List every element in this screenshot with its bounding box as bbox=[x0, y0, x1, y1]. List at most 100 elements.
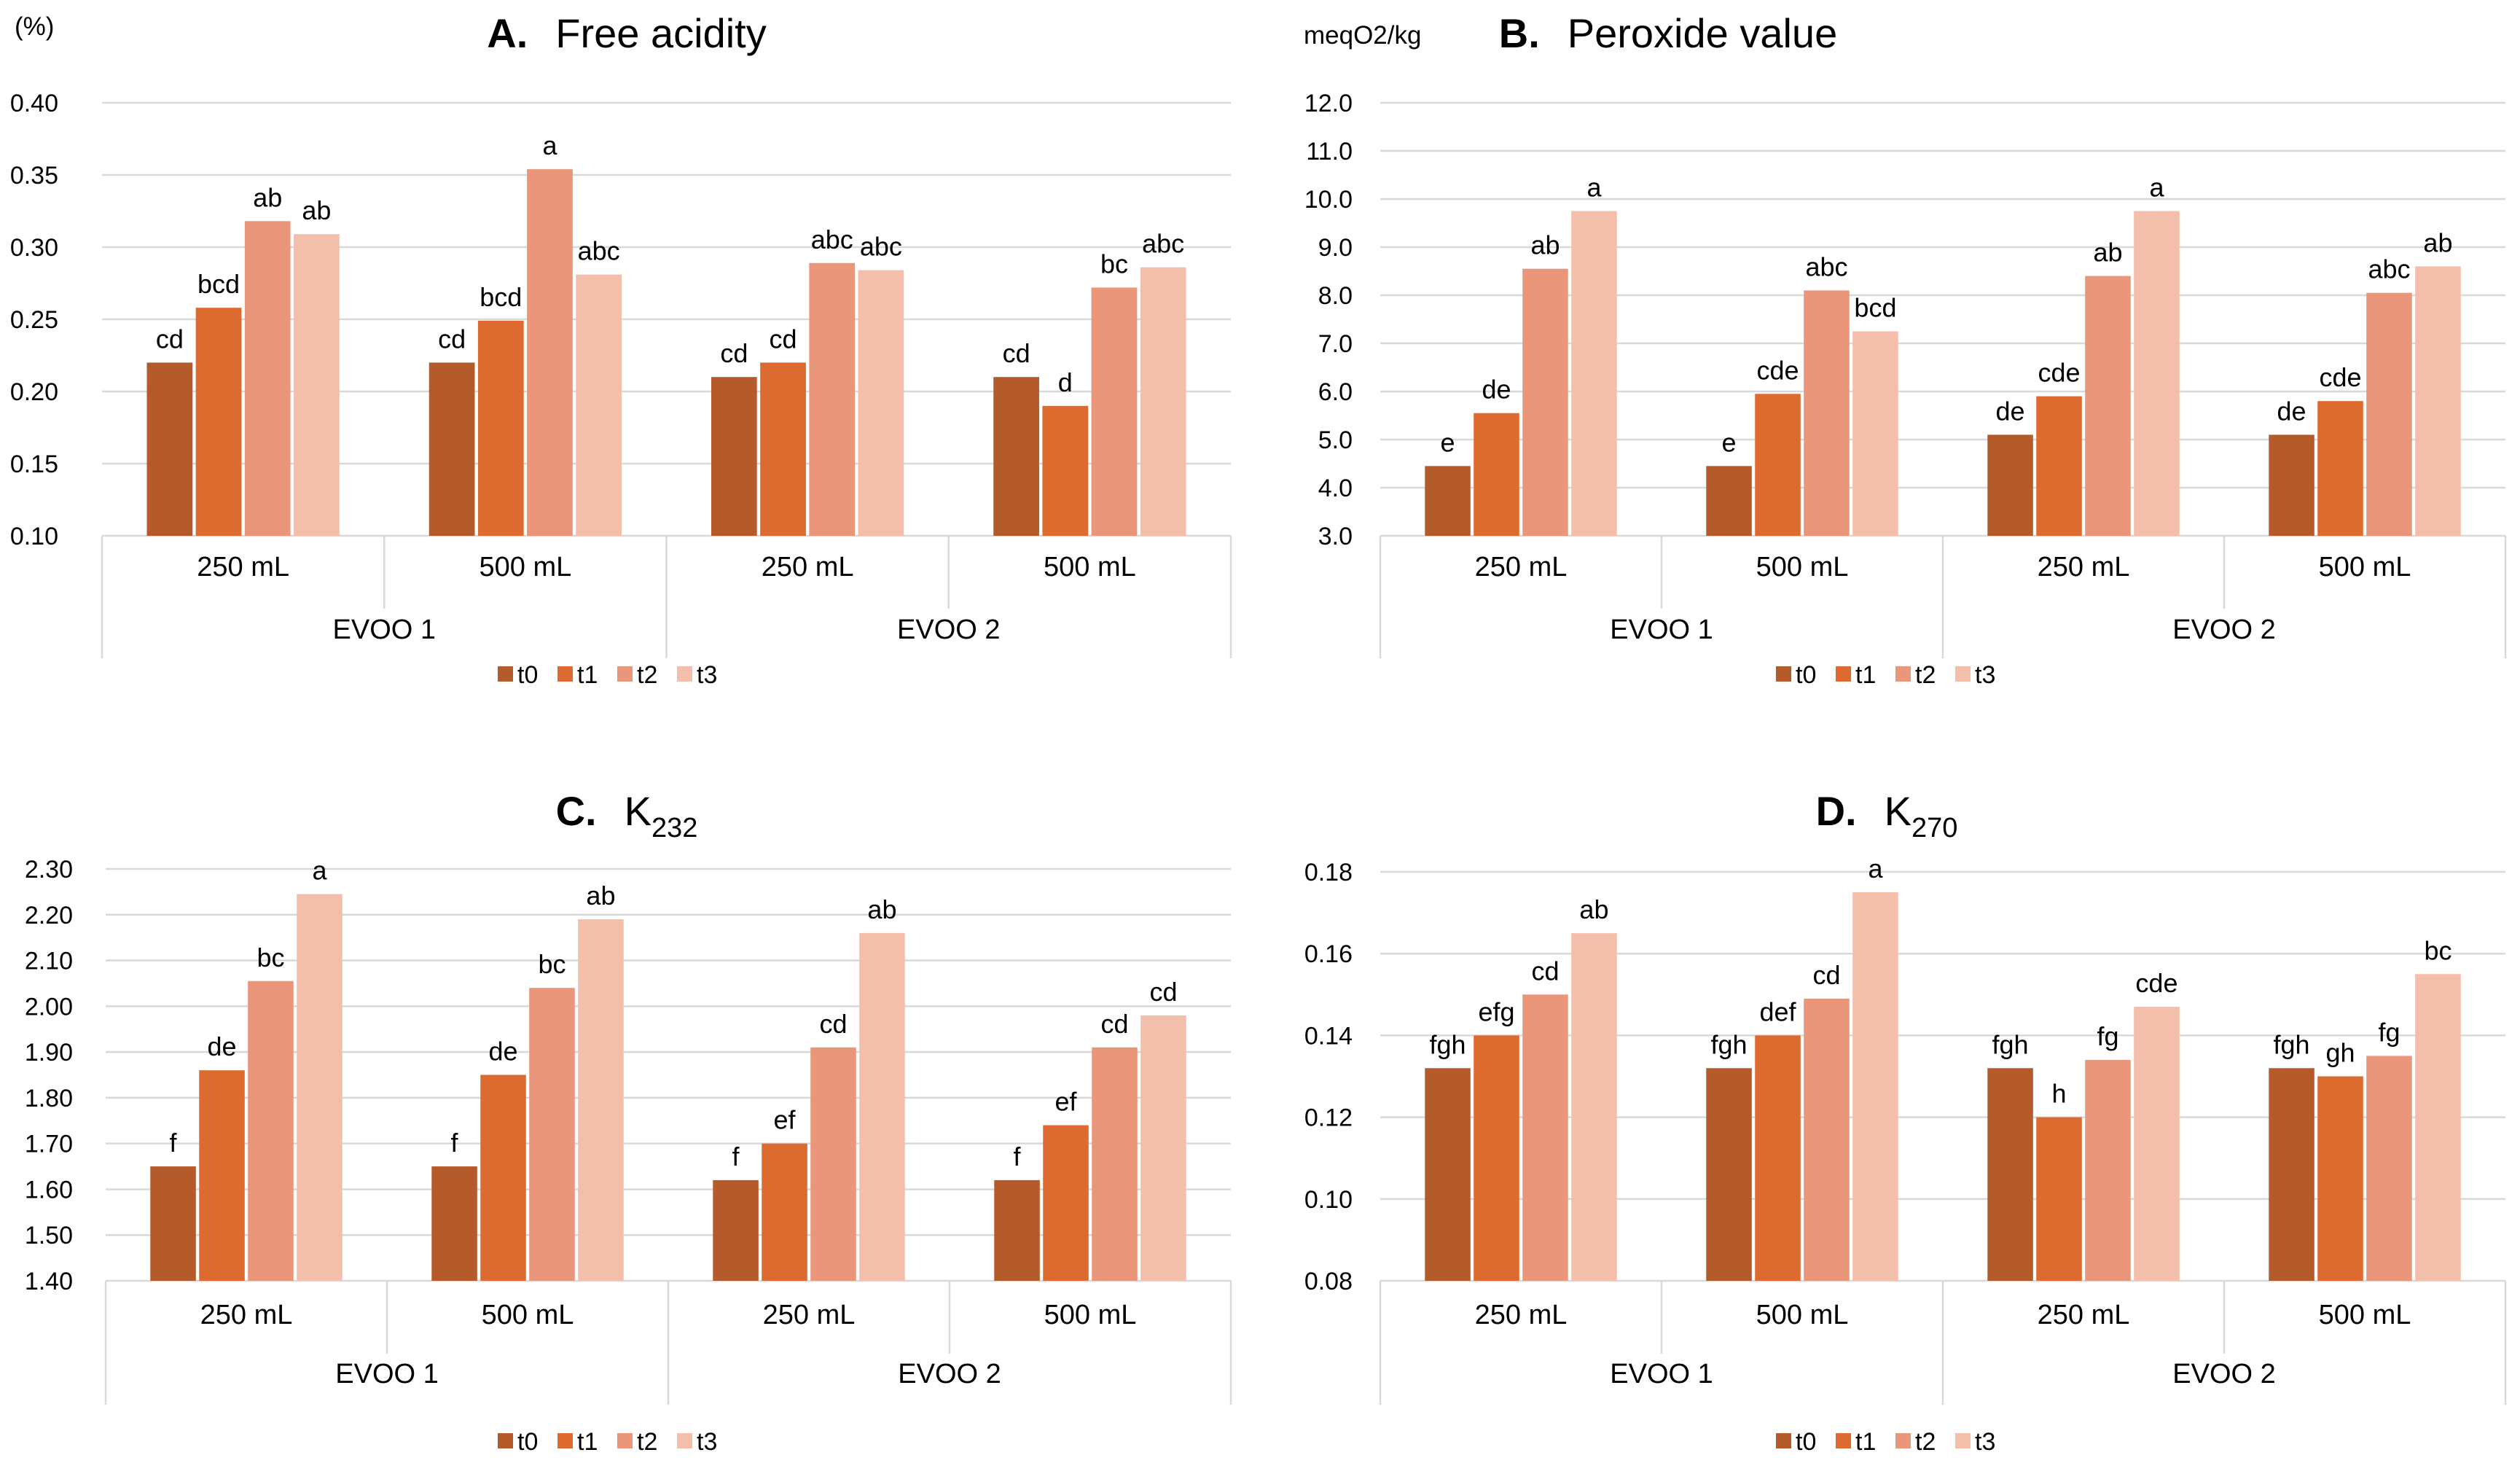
y-tick-label: 0.25 bbox=[10, 306, 58, 334]
legend-label-t3: t3 bbox=[697, 1428, 717, 1456]
bar-t3-250-ml bbox=[2134, 211, 2180, 536]
data-label: de bbox=[488, 1037, 517, 1066]
bar-t1-500-ml bbox=[480, 1075, 526, 1281]
bar-t1-250-ml bbox=[1474, 413, 1519, 536]
bar-t0-500-ml bbox=[1706, 1068, 1752, 1281]
legend-swatch-t2 bbox=[617, 1433, 633, 1448]
bar-t2-500-ml bbox=[1804, 290, 1850, 536]
chart-panel-k232: C. K232 1.40 1.50 1.60 1.70 1.80 1.90 2.00 2.10 2.… bbox=[0, 741, 1260, 1482]
data-label: cd bbox=[1812, 960, 1840, 990]
chart-panel-free-acidity: A. Free acidity (%) 0.10 0.15 0.20 0.25 0.30 0.3… bbox=[0, 0, 1260, 741]
x-category-label: 250 mL bbox=[1475, 1300, 1568, 1330]
y-tick-label: 0.20 bbox=[10, 378, 58, 406]
data-label: ab bbox=[2093, 238, 2122, 268]
x-group-label: EVOO 2 bbox=[2172, 615, 2276, 645]
data-label: h bbox=[2051, 1079, 2066, 1109]
legend-label-t2: t2 bbox=[637, 661, 657, 689]
data-label: de bbox=[2277, 396, 2306, 426]
legend-swatch-t2 bbox=[1895, 666, 1911, 682]
data-label: cd bbox=[720, 338, 748, 368]
y-tick-label: 0.40 bbox=[10, 90, 58, 117]
bar-t0-500-ml bbox=[429, 362, 475, 536]
x-category-label: 500 mL bbox=[1756, 552, 1849, 582]
y-tick-label: 6.0 bbox=[1318, 378, 1353, 406]
data-label: cd bbox=[1003, 338, 1030, 368]
title-text: Free acidity bbox=[555, 10, 766, 56]
panel-label: D. bbox=[1816, 788, 1857, 834]
legend-swatch-t0 bbox=[498, 1433, 513, 1448]
bar-t1-500-ml bbox=[2317, 1076, 2363, 1281]
y-tick-label: 2.30 bbox=[25, 856, 73, 884]
y-tick-label: 2.10 bbox=[25, 948, 73, 975]
data-label: cd bbox=[1100, 1009, 1128, 1039]
x-group-label: EVOO 1 bbox=[1610, 1359, 1713, 1389]
data-label: abc bbox=[1142, 229, 1184, 259]
data-label: a bbox=[542, 130, 557, 160]
legend-label-t3: t3 bbox=[1975, 661, 1995, 689]
y-tick-label: 7.0 bbox=[1318, 330, 1353, 358]
bar-t2-250-ml bbox=[2085, 1060, 2131, 1281]
legend-label-t1: t1 bbox=[577, 1428, 598, 1456]
data-label: fgh bbox=[1430, 1029, 1466, 1059]
y-tick-label: 2.00 bbox=[25, 993, 73, 1021]
data-label: cd bbox=[770, 324, 797, 354]
data-label: ab bbox=[302, 195, 331, 225]
data-label: bc bbox=[1100, 249, 1128, 278]
bar-t2-500-ml bbox=[2366, 1056, 2412, 1281]
bar-t2-250-ml bbox=[248, 980, 294, 1281]
data-label: cd bbox=[1531, 956, 1559, 986]
x-group-label: EVOO 1 bbox=[333, 615, 437, 645]
bar-t3-500-ml bbox=[578, 919, 624, 1281]
y-tick-label: 0.10 bbox=[1304, 1186, 1353, 1214]
y-tick-label: 11.0 bbox=[1306, 138, 1353, 165]
y-tick-label: 12.0 bbox=[1304, 90, 1353, 117]
bar-t0-250-ml bbox=[711, 377, 757, 536]
data-label: ab bbox=[253, 182, 282, 212]
y-tick-label: 1.60 bbox=[25, 1176, 73, 1204]
y-tick-label: 0.14 bbox=[1304, 1022, 1353, 1050]
bar-t3-250-ml bbox=[294, 234, 340, 536]
y-tick-label: 8.0 bbox=[1318, 282, 1353, 310]
data-label: bcd bbox=[1854, 293, 1896, 323]
legend-label-t2: t2 bbox=[637, 1428, 657, 1456]
bar-t0-500-ml bbox=[431, 1166, 477, 1281]
bar-t2-500-ml bbox=[2366, 292, 2412, 536]
x-category-label: 250 mL bbox=[197, 552, 289, 582]
data-label: ef bbox=[773, 1105, 796, 1135]
data-label: bcd bbox=[197, 269, 240, 299]
y-tick-label: 9.0 bbox=[1318, 234, 1353, 262]
data-label: cd bbox=[819, 1009, 847, 1039]
legend-swatch-t1 bbox=[557, 666, 573, 682]
data-label: abc bbox=[578, 236, 620, 266]
data-label: fgh bbox=[1711, 1029, 1748, 1059]
bar-t3-250-ml bbox=[858, 270, 904, 536]
bar-t3-500-ml bbox=[576, 274, 622, 536]
chart-title: B. Peroxide value bbox=[1499, 10, 1837, 56]
data-label: ab bbox=[867, 894, 896, 924]
y-tick-label: 1.70 bbox=[25, 1131, 73, 1158]
data-label: ab bbox=[1579, 894, 1608, 924]
x-group-label: EVOO 2 bbox=[898, 1359, 1001, 1389]
bar-t3-250-ml bbox=[1571, 211, 1617, 536]
y-tick-label: 0.15 bbox=[10, 451, 58, 478]
legend-swatch-t0 bbox=[1776, 666, 1791, 682]
bar-t3-500-ml bbox=[2415, 266, 2461, 536]
data-label: cd bbox=[1149, 977, 1177, 1007]
legend-label-t3: t3 bbox=[1975, 1428, 1995, 1456]
data-label: f bbox=[1014, 1142, 1022, 1171]
bar-t1-500-ml bbox=[1042, 405, 1089, 536]
x-category-label: 500 mL bbox=[482, 1300, 574, 1330]
data-label: cde bbox=[2038, 358, 2080, 388]
bar-t3-500-ml bbox=[2415, 974, 2461, 1281]
y-tick-label: 1.80 bbox=[25, 1085, 73, 1112]
data-label: bc bbox=[538, 949, 566, 979]
bar-t1-500-ml bbox=[2317, 401, 2363, 536]
legend-swatch-t2 bbox=[617, 666, 633, 682]
y-tick-label: 5.0 bbox=[1318, 426, 1353, 454]
bar-t1-250-ml bbox=[199, 1070, 245, 1281]
legend-swatch-t1 bbox=[557, 1433, 573, 1448]
legend-swatch-t1 bbox=[1836, 1433, 1851, 1448]
bar-t2-500-ml bbox=[1091, 287, 1138, 536]
bar-t0-500-ml bbox=[2269, 1068, 2314, 1281]
bar-t0-500-ml bbox=[1706, 466, 1752, 536]
